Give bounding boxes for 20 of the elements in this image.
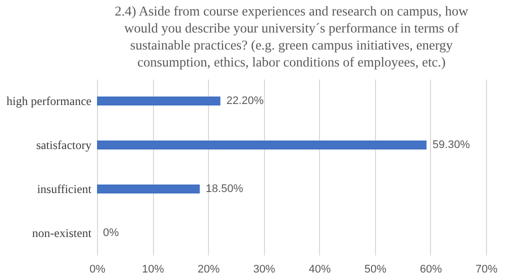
data-label: 22.20% <box>226 95 264 107</box>
bar <box>97 184 200 194</box>
x-tick-label: 70% <box>475 264 498 276</box>
chart-title: 2.4) Aside from course experiences and research on campus, how would you describe your university´s performance in terms of sustainable practices? (e.g. green campus initiatives, energy consumption, ethics, labor conditions of employees, etc.) <box>114 4 468 70</box>
y-tick-label: high performance <box>6 94 92 108</box>
x-tick-label: 50% <box>364 264 387 276</box>
x-tick-label: 40% <box>308 264 332 276</box>
y-tick-label: satisfactory <box>36 138 92 152</box>
data-label: 59.30% <box>432 139 470 151</box>
y-tick-label: non-existent <box>32 226 92 240</box>
x-tick-label: 60% <box>420 264 442 276</box>
x-tick-label: 0% <box>90 264 106 276</box>
x-tick-label: 20% <box>198 264 220 276</box>
y-tick-label: insufficient <box>37 182 92 196</box>
data-label: 18.50% <box>206 183 244 195</box>
data-label: 0% <box>103 227 120 239</box>
bar <box>97 140 427 150</box>
bar <box>97 96 220 106</box>
x-tick-label: 10% <box>142 264 164 276</box>
x-tick-label: 30% <box>253 264 276 276</box>
